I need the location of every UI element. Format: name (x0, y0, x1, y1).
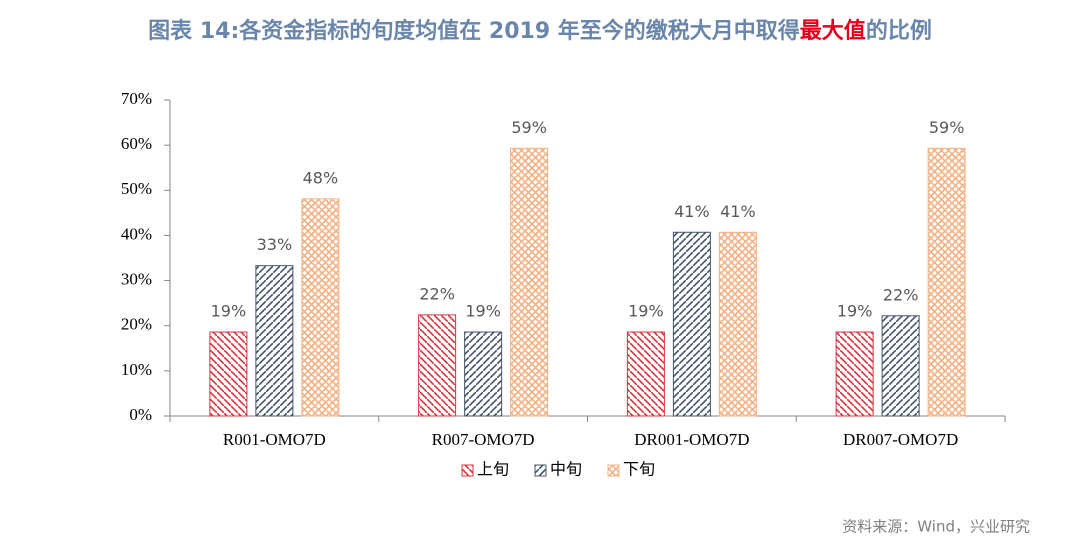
legend-swatch (534, 464, 547, 477)
title-highlight: 最大值 (800, 18, 866, 44)
bar (835, 331, 874, 417)
title-part: 的比例 (866, 18, 932, 44)
y-tick-label: 40% (121, 224, 152, 243)
legend-swatch (461, 464, 474, 477)
x-tick-label: R007-OMO7D (432, 430, 535, 449)
data-label: 22% (419, 284, 455, 303)
y-tick-label: 70% (121, 89, 152, 108)
data-label: 59% (511, 118, 547, 137)
data-label: 33% (257, 235, 293, 254)
legend-label: 上旬 (477, 461, 509, 479)
bar (255, 265, 294, 417)
bar (209, 331, 248, 417)
bar (927, 147, 966, 417)
y-tick-label: 20% (121, 315, 152, 334)
legend-swatch (607, 464, 620, 477)
data-label: 41% (674, 202, 710, 221)
chart-title: 图表 14:各资金指标的旬度均值在 2019 年至今的缴税大月中取得最大值的比例 (148, 18, 932, 44)
bar (881, 315, 920, 417)
bar (464, 331, 503, 417)
data-label: 41% (720, 202, 756, 221)
x-tick-label: R001-OMO7D (223, 430, 326, 449)
data-label: 22% (883, 285, 919, 304)
y-tick-label: 0% (129, 405, 152, 424)
bar (510, 147, 549, 417)
x-tick-label: DR001-OMO7D (634, 430, 749, 449)
x-tick-label: DR007-OMO7D (843, 430, 958, 449)
bar (626, 331, 665, 417)
y-tick-label: 50% (121, 179, 152, 198)
y-tick-label: 60% (121, 134, 152, 153)
legend-label: 下旬 (623, 461, 655, 479)
data-label: 19% (837, 302, 873, 321)
bar (418, 314, 457, 417)
data-label: 19% (465, 302, 501, 321)
legend-label: 中旬 (550, 461, 582, 479)
data-label: 19% (628, 302, 664, 321)
bar (301, 198, 340, 417)
y-tick-label: 30% (121, 269, 152, 288)
data-label: 48% (303, 168, 339, 187)
y-tick-label: 10% (121, 360, 152, 379)
title-part: 图表 14:各资金指标的旬度均值在 2019 年至今的缴税大月中取得 (148, 18, 800, 44)
data-label: 19% (211, 302, 247, 321)
source-note: 资料来源：Wind，兴业研究 (842, 518, 1030, 536)
bar (672, 231, 711, 417)
data-label: 59% (929, 118, 965, 137)
bar (718, 231, 757, 417)
